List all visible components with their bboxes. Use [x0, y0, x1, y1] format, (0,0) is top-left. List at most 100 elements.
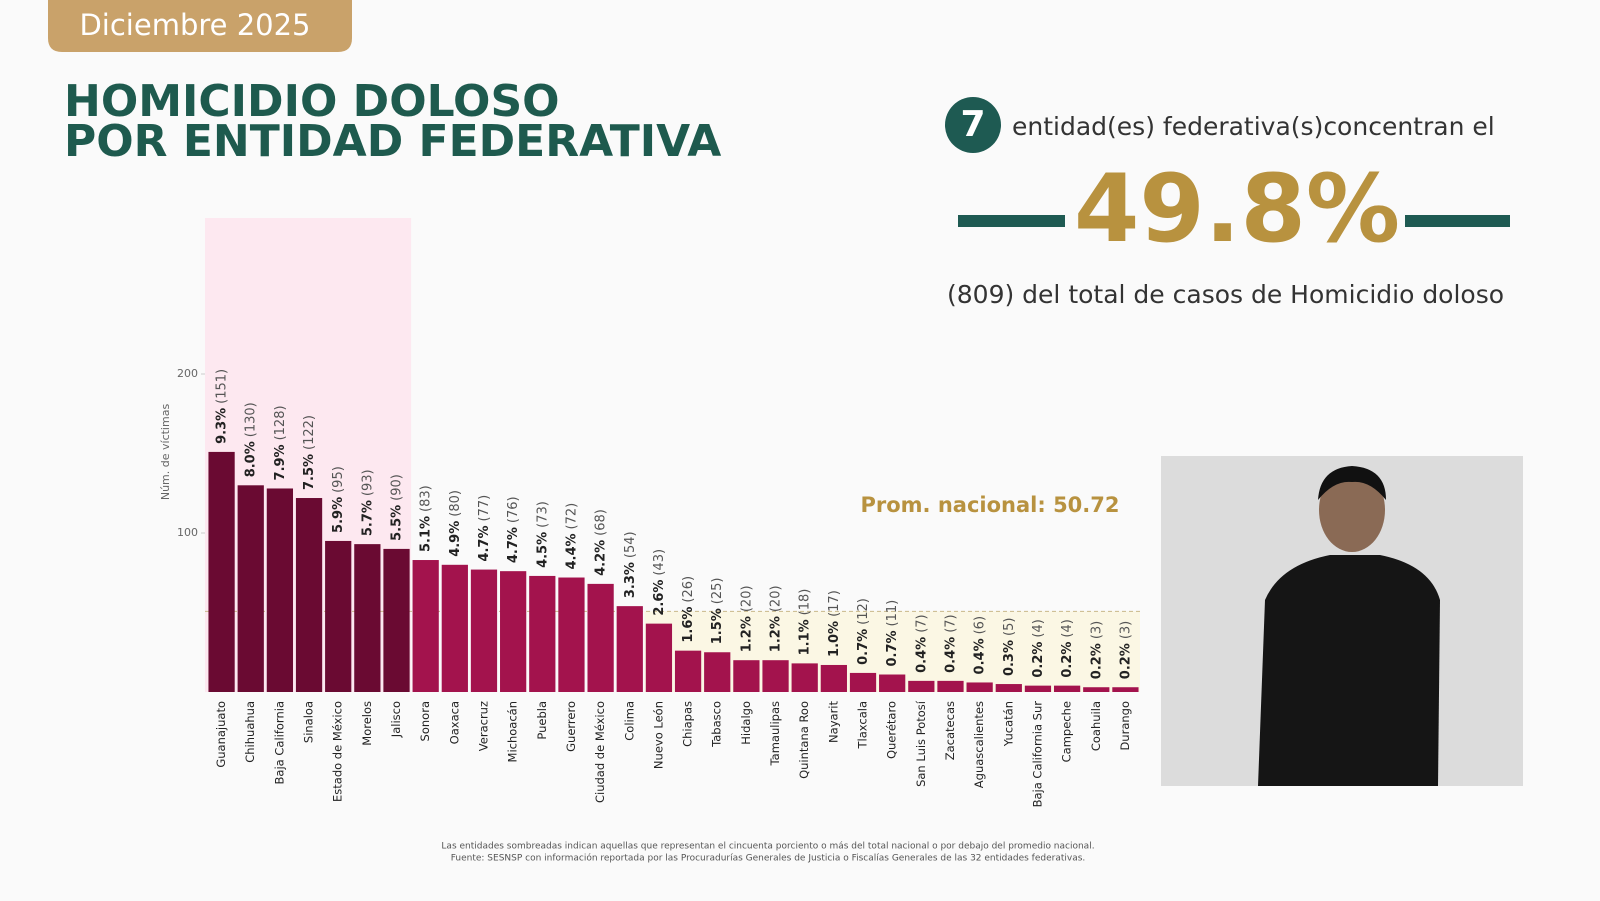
value-label: (11) — [885, 600, 900, 627]
percent-label: 1.5% — [710, 608, 725, 644]
bar — [966, 682, 993, 692]
figure — [1258, 555, 1440, 786]
bar-label: 1.1% (18) — [797, 589, 812, 656]
bar — [616, 606, 643, 692]
x-tick-label: Tamaulipas — [768, 701, 782, 766]
percent-label: 4.2% — [593, 540, 608, 576]
value-label: (72) — [564, 503, 579, 530]
figure-hair — [1318, 466, 1386, 500]
y-tick-label: 100 — [177, 526, 198, 539]
percent-label: 4.7% — [506, 527, 521, 563]
x-tick-label: Veracruz — [476, 701, 490, 751]
value-label: (73) — [535, 501, 550, 528]
value-label: (3) — [1089, 621, 1104, 639]
rule — [958, 215, 1065, 227]
bar-label: 4.2% (68) — [593, 509, 608, 576]
bar-label: 2.6% (43) — [651, 549, 666, 616]
bar-label: 0.2% (3) — [1089, 621, 1104, 679]
value-label: (17) — [826, 590, 841, 617]
y-tick-label: 200 — [177, 367, 198, 380]
x-tick-label: Zacatecas — [943, 701, 957, 760]
percent-label: 1.6% — [681, 607, 696, 643]
bar — [704, 652, 731, 692]
average-label: Prom. nacional: 50.72 — [861, 493, 1120, 517]
x-tick-label: Coahuila — [1089, 701, 1103, 751]
percent-label: 4.4% — [564, 533, 579, 569]
percent-label: 4.5% — [535, 532, 550, 568]
x-tick-label: Guanajuato — [214, 701, 228, 768]
percent-label: 1.2% — [768, 616, 783, 652]
x-tick-label: Chihuahua — [243, 701, 257, 763]
value-label: (130) — [243, 402, 258, 437]
interpreter — [1161, 456, 1523, 786]
bar-label: 5.9% (95) — [331, 466, 346, 533]
percent: 49.8% — [1074, 155, 1400, 264]
x-tick-label: Chiapas — [681, 701, 695, 747]
percent-label: 5.9% — [331, 497, 346, 533]
percent-label: 7.5% — [302, 454, 317, 490]
percent-label: 4.7% — [476, 526, 491, 562]
bar — [733, 660, 760, 692]
value-label: (12) — [856, 598, 871, 625]
bar-label: 1.2% (20) — [739, 585, 754, 652]
bar — [412, 560, 439, 692]
percent-label: 1.0% — [826, 621, 841, 657]
bar — [208, 451, 235, 692]
value-label: (20) — [739, 585, 754, 612]
bar — [529, 575, 556, 692]
percent-label: 0.4% — [972, 638, 987, 674]
value-label: (7) — [914, 614, 929, 632]
value-label: (20) — [768, 585, 783, 612]
value-label: (6) — [972, 616, 987, 634]
footnote: Fuente: SESNSP con información reportada… — [451, 853, 1086, 864]
x-tick-label: Querétaro — [885, 701, 899, 759]
percent-label: 0.3% — [1001, 640, 1016, 676]
x-tick-label: Michoacán — [506, 701, 520, 762]
value-label: (3) — [1118, 621, 1133, 639]
value-label: (76) — [506, 496, 521, 523]
x-tick-label: Nayarit — [826, 701, 840, 743]
percent-label: 3.3% — [622, 562, 637, 598]
value-label: (77) — [476, 495, 491, 522]
bar — [558, 577, 585, 692]
x-tick-label: Colima — [622, 701, 636, 741]
bar — [820, 664, 847, 692]
value-label: (80) — [447, 490, 462, 517]
value-label: (25) — [710, 578, 725, 605]
percent-label: 4.9% — [447, 521, 462, 557]
title: HOMICIDIO DOLOSO — [64, 76, 560, 127]
percent-label: 9.3% — [214, 408, 229, 444]
x-tick-label: Estado de México — [331, 701, 345, 802]
bar — [674, 650, 702, 692]
percent-label: 1.2% — [739, 616, 754, 652]
bar-label: 1.6% (26) — [681, 576, 696, 643]
footnote: Las entidades sombreadas indican aquella… — [441, 842, 1094, 852]
value-label: (54) — [622, 531, 637, 558]
date: Diciembre 2025 — [79, 8, 310, 42]
bar-label: 4.5% (73) — [535, 501, 550, 568]
bar — [849, 672, 877, 692]
count-badge — [945, 97, 1001, 153]
bar-label: 0.4% (7) — [914, 614, 929, 672]
value-label: (7) — [943, 614, 958, 632]
percent-label: 7.9% — [272, 444, 287, 480]
value-label: (26) — [681, 576, 696, 603]
percent-label: 0.4% — [914, 637, 929, 673]
bar — [354, 544, 381, 692]
x-tick-label: San Luis Potosí — [914, 700, 928, 787]
percent-label: 0.7% — [885, 630, 900, 666]
percent-label: 0.7% — [856, 629, 871, 665]
bar — [937, 680, 964, 692]
value-label: (122) — [302, 415, 317, 450]
bar — [791, 663, 818, 692]
bar-label: 5.5% (90) — [389, 474, 404, 541]
bar-label: 0.3% (5) — [1001, 618, 1016, 676]
percent-label: 1.1% — [797, 619, 812, 655]
bar-label: 0.2% (4) — [1030, 619, 1045, 677]
value-label: (151) — [214, 369, 229, 404]
bar-label: 8.0% (130) — [243, 402, 258, 477]
x-tick-label: Ciudad de México — [593, 701, 607, 803]
x-tick-label: Baja California — [272, 701, 286, 784]
bar — [1083, 687, 1110, 692]
